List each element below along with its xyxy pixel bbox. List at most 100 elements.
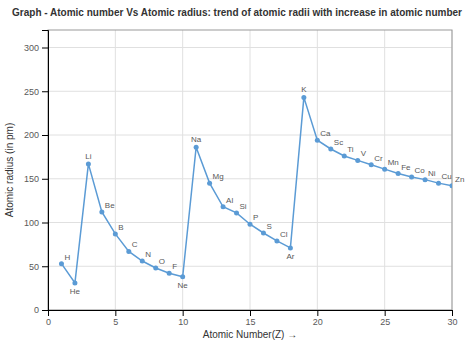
annotation: Cu — [442, 172, 452, 181]
annotation: Be — [105, 201, 115, 210]
point — [396, 171, 401, 176]
annotation: Mn — [388, 158, 399, 167]
annotation: Sc — [334, 138, 343, 147]
x-axis: 0 5 10 15 20 25 30 — [46, 310, 458, 327]
tick-mark — [42, 91, 48, 92]
grid-line-y — [48, 266, 452, 267]
tick-mark — [385, 310, 386, 316]
grid-line-x — [317, 30, 318, 310]
point — [301, 95, 306, 100]
grid-line-y — [48, 178, 452, 179]
point — [126, 249, 131, 254]
annotation: Ni — [428, 169, 436, 178]
tick-mark — [250, 310, 251, 316]
annotation: O — [159, 257, 165, 266]
annotation: K — [301, 85, 307, 94]
tick: 100 — [24, 218, 48, 228]
tick: 250 — [24, 87, 48, 97]
tick-label: 150 — [24, 174, 39, 184]
annotation: Al — [226, 196, 233, 205]
point — [99, 210, 104, 215]
point — [328, 147, 333, 152]
tick-mark — [42, 179, 48, 180]
point — [288, 245, 293, 250]
annotations: HHeLiBeBCNOFNeNaMgAlSiPSClArKCaScTiVCrMn… — [64, 85, 464, 296]
tick: 50 — [29, 262, 48, 272]
point — [59, 261, 64, 266]
tick-label: 300 — [24, 43, 39, 53]
annotation: Ca — [320, 129, 331, 138]
tick-mark — [42, 223, 48, 224]
annotation: Mg — [213, 172, 224, 181]
annotation: Na — [191, 135, 202, 144]
y-axis-title: Atomic radius (in pm) — [4, 123, 15, 217]
point — [315, 138, 320, 143]
annotation: S — [266, 222, 271, 231]
annotation: Co — [415, 166, 426, 175]
chart: 051015202530050100150200250300HHeLiBeBCN… — [0, 0, 474, 344]
annotation: Ar — [286, 252, 294, 261]
grid-line-y — [48, 47, 452, 48]
data — [59, 95, 452, 286]
tick-mark — [42, 266, 48, 267]
annotation: H — [64, 253, 70, 262]
tick-mark — [317, 310, 318, 316]
tick-label: 250 — [24, 87, 39, 97]
point — [194, 145, 199, 150]
point — [409, 175, 414, 180]
tick: 15 — [245, 310, 255, 327]
tick: 20 — [313, 310, 323, 327]
annotation: F — [172, 262, 177, 271]
annotation: V — [361, 149, 367, 158]
point — [369, 162, 374, 167]
tick-label: 30 — [447, 317, 457, 327]
plot: 051015202530050100150200250300HHeLiBeBCN… — [24, 30, 464, 327]
point — [221, 204, 226, 209]
annotation: N — [145, 250, 151, 259]
annotation: Ti — [347, 145, 354, 154]
tick-label: 5 — [113, 317, 118, 327]
tick-label: 15 — [245, 317, 255, 327]
point — [86, 161, 91, 166]
point — [355, 158, 360, 163]
tick-label: 0 — [34, 305, 39, 315]
annotation: Cr — [374, 154, 383, 163]
tick-label: 10 — [178, 317, 188, 327]
point — [234, 210, 239, 215]
grid — [48, 30, 452, 310]
annotation: Fe — [401, 163, 411, 172]
point — [113, 231, 118, 236]
tick: 5 — [113, 310, 118, 327]
tick: 150 — [24, 174, 48, 184]
x-axis-title: Atomic Number(Z) → — [203, 329, 297, 340]
point — [248, 222, 253, 227]
tick-mark — [42, 135, 48, 136]
annotation: C — [132, 240, 138, 249]
point — [423, 177, 428, 182]
tick: 200 — [24, 130, 48, 140]
tick-mark — [452, 310, 453, 316]
tick-label: 20 — [313, 317, 323, 327]
title: Graph - Atomic number Vs Atomic radius: … — [12, 7, 462, 18]
grid-line-y — [48, 91, 452, 92]
point — [450, 183, 453, 188]
tick-label: 50 — [29, 262, 39, 272]
grid-line-x — [115, 30, 116, 310]
point — [167, 271, 172, 276]
tick-mark — [42, 48, 48, 49]
tick: 10 — [178, 310, 188, 327]
tick-label: 25 — [380, 317, 390, 327]
annotation: Si — [240, 202, 247, 211]
annotation: Cl — [280, 230, 288, 239]
tick-mark — [115, 310, 116, 316]
axis-line — [49, 311, 453, 317]
point — [382, 167, 387, 172]
tick: 0 — [46, 310, 51, 327]
annotation: Ne — [178, 281, 189, 290]
point — [261, 231, 266, 236]
annotation: P — [253, 213, 258, 222]
axis-line — [42, 31, 49, 311]
point — [153, 266, 158, 271]
grid-line-y — [48, 135, 452, 136]
point — [274, 238, 279, 243]
